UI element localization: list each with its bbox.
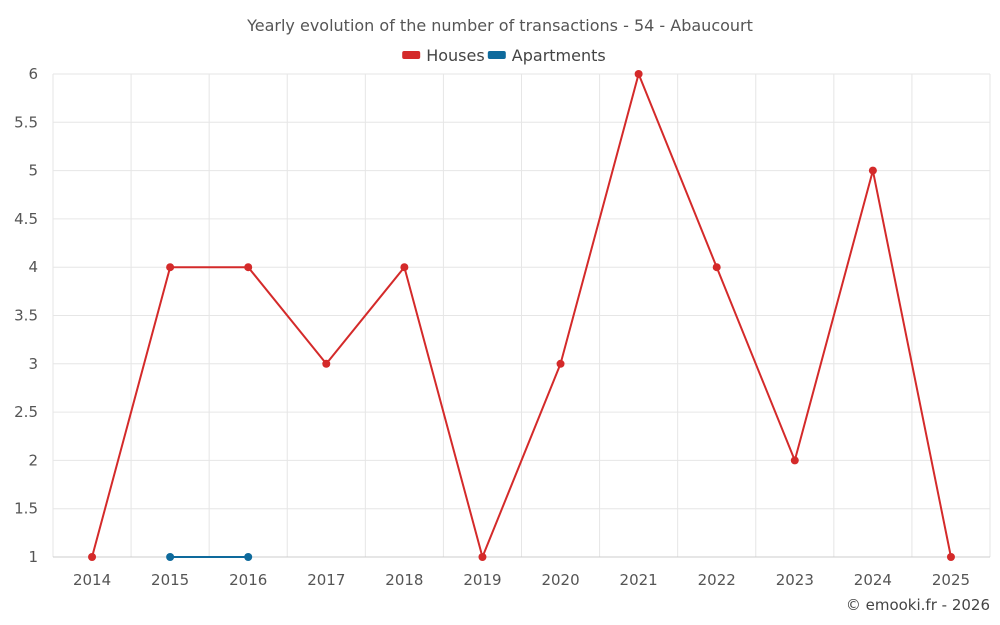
x-tick-label: 2020	[541, 571, 579, 589]
x-tick-label: 2022	[698, 571, 736, 589]
data-point	[166, 263, 175, 272]
series-line	[91, 73, 952, 558]
y-tick-label: 5	[28, 162, 38, 180]
y-tick-label: 3	[28, 355, 38, 373]
data-point	[400, 263, 409, 272]
y-tick-label: 4	[28, 258, 38, 276]
legend-label: Apartments	[512, 46, 606, 65]
x-tick-label: 2014	[73, 571, 111, 589]
y-tick-label: 4.5	[14, 210, 38, 228]
data-point	[868, 166, 877, 175]
data-point	[790, 456, 799, 465]
legend-item-apartments: Apartments	[487, 46, 606, 65]
x-tick-label: 2017	[307, 571, 345, 589]
y-tick-label: 3.5	[14, 307, 38, 325]
x-tick-label: 2018	[385, 571, 423, 589]
series-group	[88, 70, 955, 561]
x-tick-label: 2021	[620, 571, 658, 589]
y-tick-label: 5.5	[14, 113, 38, 131]
legend: Houses Apartments	[402, 46, 606, 65]
data-point	[556, 359, 565, 368]
x-tick-label: 2015	[151, 571, 189, 589]
chart-title: Yearly evolution of the number of transa…	[246, 16, 753, 35]
legend-label: Houses	[426, 46, 484, 65]
grid	[52, 73, 991, 558]
data-point	[946, 553, 955, 561]
legend-swatch	[402, 51, 421, 59]
series-houses	[88, 70, 955, 561]
series-apartments	[166, 553, 253, 561]
x-tick-label: 2024	[854, 571, 892, 589]
x-tick-label: 2019	[463, 571, 501, 589]
y-tick-label: 1	[28, 548, 38, 566]
y-tick-label: 2.5	[14, 403, 38, 421]
y-axis: 1 1.5 2 2.5 3 3.5 4 4.5 5 5.5 6	[14, 65, 38, 566]
data-point	[478, 553, 487, 561]
credit-text: © emooki.fr - 2026	[846, 596, 990, 614]
data-point	[244, 263, 253, 272]
legend-item-houses: Houses	[402, 46, 485, 65]
x-tick-label: 2016	[229, 571, 267, 589]
legend-swatch	[487, 51, 506, 59]
data-point	[244, 553, 253, 561]
y-tick-label: 1.5	[14, 500, 38, 518]
data-point	[712, 263, 721, 272]
data-point	[322, 359, 331, 368]
data-point	[166, 553, 175, 561]
x-axis: 2014 2015 2016 2017 2018 2019 2020 2021 2022 2023…	[73, 571, 970, 589]
data-point	[88, 553, 97, 561]
data-point	[634, 70, 643, 78]
y-tick-label: 6	[28, 65, 38, 83]
x-tick-label: 2023	[776, 571, 814, 589]
x-tick-label: 2025	[932, 571, 970, 589]
y-tick-label: 2	[28, 451, 38, 469]
